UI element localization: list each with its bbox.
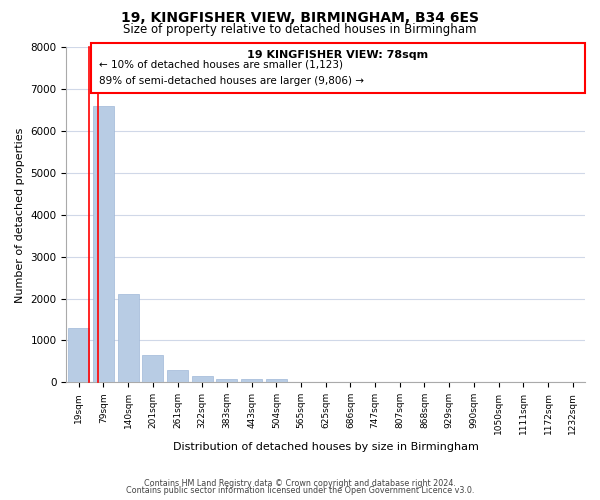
- X-axis label: Distribution of detached houses by size in Birmingham: Distribution of detached houses by size …: [173, 442, 479, 452]
- Bar: [142, 355, 163, 382]
- Bar: [118, 294, 139, 382]
- Bar: [68, 328, 89, 382]
- Bar: [266, 379, 287, 382]
- Bar: [241, 379, 262, 382]
- Text: Contains public sector information licensed under the Open Government Licence v3: Contains public sector information licen…: [126, 486, 474, 495]
- Bar: [192, 376, 213, 382]
- Text: Contains HM Land Registry data © Crown copyright and database right 2024.: Contains HM Land Registry data © Crown c…: [144, 479, 456, 488]
- Text: ← 10% of detached houses are smaller (1,123): ← 10% of detached houses are smaller (1,…: [98, 60, 343, 70]
- FancyBboxPatch shape: [91, 43, 585, 94]
- Y-axis label: Number of detached properties: Number of detached properties: [15, 127, 25, 302]
- Text: 89% of semi-detached houses are larger (9,806) →: 89% of semi-detached houses are larger (…: [98, 76, 364, 86]
- Bar: [217, 379, 238, 382]
- Text: 19, KINGFISHER VIEW, BIRMINGHAM, B34 6ES: 19, KINGFISHER VIEW, BIRMINGHAM, B34 6ES: [121, 11, 479, 25]
- Text: 19 KINGFISHER VIEW: 78sqm: 19 KINGFISHER VIEW: 78sqm: [247, 50, 428, 60]
- Bar: [167, 370, 188, 382]
- Bar: [93, 106, 114, 382]
- Text: Size of property relative to detached houses in Birmingham: Size of property relative to detached ho…: [123, 22, 477, 36]
